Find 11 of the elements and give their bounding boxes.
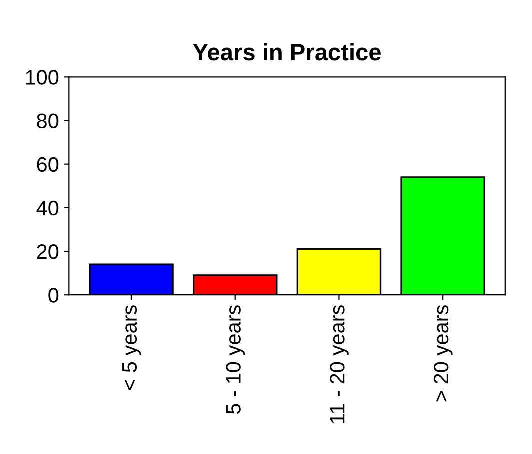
y-tick-label: 40: [36, 200, 59, 216]
x-tick-label: 11 - 20 years: [330, 306, 349, 424]
y-tick-label: 100: [26, 70, 59, 85]
y-tick-label: 80: [37, 114, 59, 129]
y-tick-label: 0: [48, 288, 59, 303]
x-tick-label: 5 - 10 years: [226, 306, 246, 414]
x-tick-label: > 20 years: [434, 306, 453, 402]
x-tick-label: < 5 years: [122, 306, 142, 390]
y-tick-label: 60: [37, 157, 59, 172]
y-tick-label: 20: [37, 244, 59, 260]
chart-title: Years in Practice: [193, 43, 381, 61]
